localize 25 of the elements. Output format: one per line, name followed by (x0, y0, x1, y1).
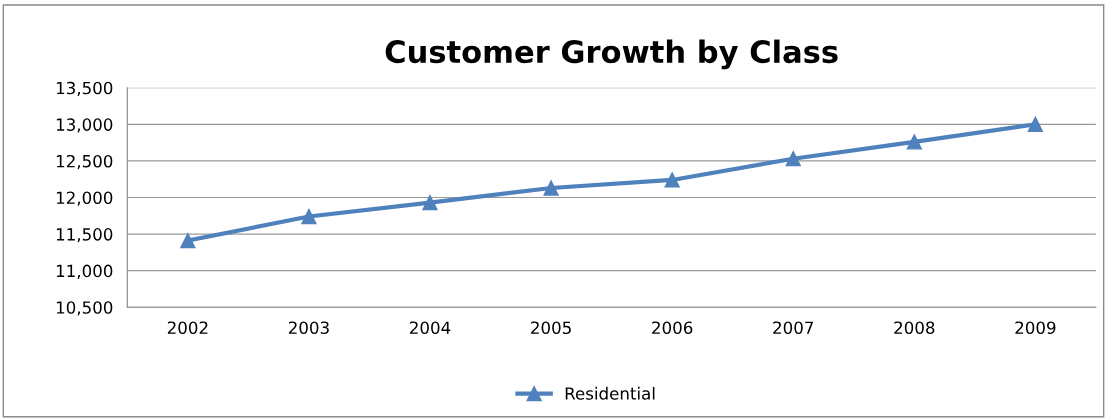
point (785, 151, 801, 167)
x-tick-label: 2006 (652, 321, 693, 335)
point (180, 233, 196, 249)
point (422, 194, 438, 211)
y-tick-label: 10,500 (56, 301, 113, 316)
y-tick-label: 11,500 (56, 228, 113, 243)
y-tick-label: 12,500 (56, 154, 113, 170)
point (543, 180, 559, 196)
x-tick-label: 2004 (410, 321, 451, 335)
y-tick-label: 13,000 (56, 118, 113, 133)
y-tick-label: 13,500 (56, 81, 113, 97)
x-tick-label: 2008 (894, 321, 935, 335)
chart-title: Customer Growth by Class (385, 39, 838, 70)
point (1027, 116, 1044, 132)
point (906, 134, 922, 150)
x-tick-label: 2005 (531, 321, 571, 335)
y-tick-label: 11,000 (56, 264, 113, 279)
point (664, 172, 680, 188)
y-tick-label: 12,000 (56, 191, 113, 206)
x-tick-label: 2007 (773, 321, 814, 335)
legend-label: Residential (565, 386, 655, 400)
x-tick-label: 2002 (167, 321, 208, 335)
x-tick-label: 2003 (288, 321, 329, 335)
point (301, 208, 317, 225)
x-tick-label: 2009 (1015, 321, 1056, 335)
